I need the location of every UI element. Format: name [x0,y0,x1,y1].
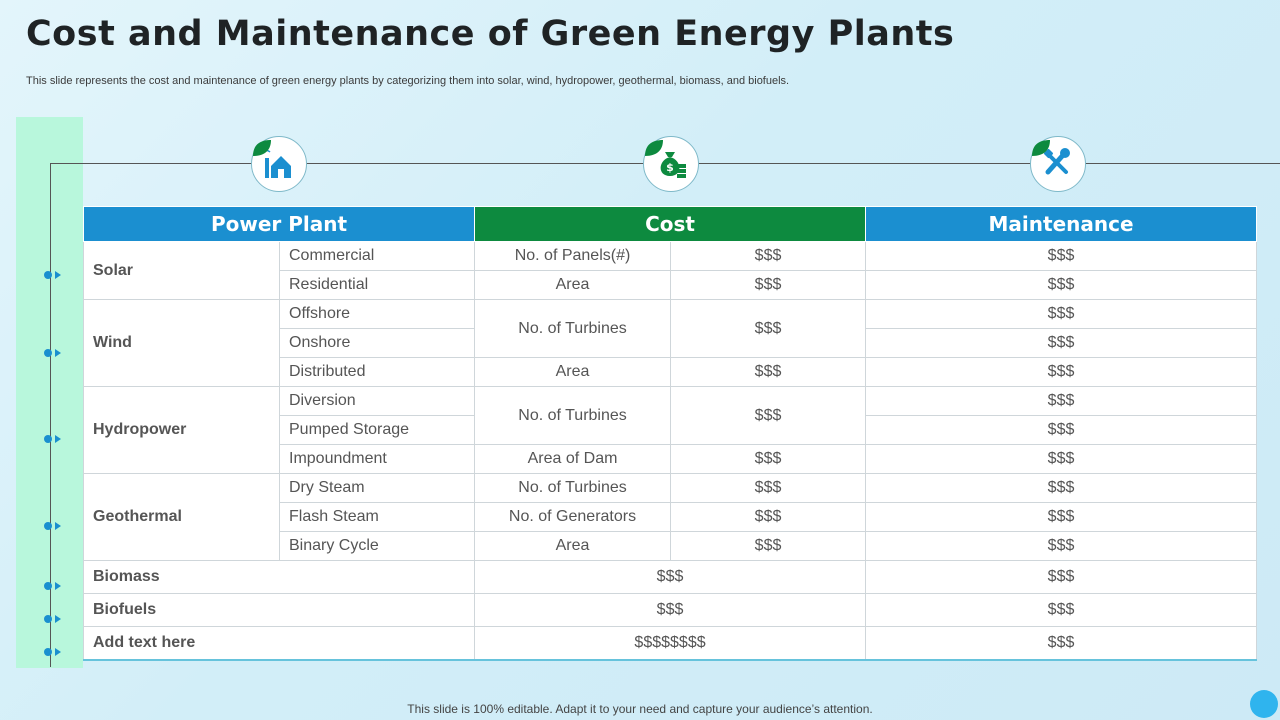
header-cost: Cost [474,206,867,242]
plant-type: Distributed [278,357,476,387]
money-bag-icon: $ [643,136,699,192]
plant-type: Diversion [278,386,476,416]
cost-maintenance-table: Power Plant Cost Maintenance Solar Comme… [82,206,1258,661]
plant-type: Pumped Storage [278,415,476,445]
table-row: Add text here $$$$$$$$ $$$ [82,626,1258,661]
maintenance-value: $$$ [865,299,1258,329]
plant-name-hydropower: Hydropower [83,386,280,474]
plant-name-biomass: Biomass [82,560,476,594]
maintenance-value: $$$ [865,270,1258,300]
row-marker-hydropower [44,434,62,444]
plant-name-biofuels: Biofuels [82,593,476,627]
plant-type: Onshore [278,328,476,358]
cost-value: $$$$$$$$ [474,626,867,661]
cost-value: $$$ [670,299,867,358]
table-row: Pumped Storage $$$ [84,415,1258,445]
cost-label: Area [474,270,672,300]
table-row: Impoundment Area of Dam $$$ $$$ [84,444,1258,474]
cost-label: No. of Generators [474,502,672,532]
cost-value: $$$ [670,502,867,532]
table-row: Binary Cycle Area $$$ $$$ [84,531,1258,561]
footer-note: This slide is 100% editable. Adapt it to… [407,702,873,716]
factory-home-icon [251,136,307,192]
table-row: Geothermal Dry Steam No. of Turbines $$$… [83,473,1258,561]
svg-text:$: $ [666,161,674,174]
cost-value: $$$ [670,386,867,445]
maintenance-value: $$$ [865,444,1258,474]
plant-type: Commercial [278,241,476,271]
plant-type: Binary Cycle [278,531,476,561]
table-row: Hydropower Diversion No. of Turbines $$$… [83,386,1258,474]
plant-type: Impoundment [278,444,476,474]
maintenance-value: $$$ [865,415,1258,445]
cost-value: $$$ [474,593,867,627]
maintenance-value: $$$ [865,473,1258,503]
timeline-vertical-line [50,163,51,667]
maintenance-value: $$$ [865,502,1258,532]
table-row: Wind Offshore No. of Turbines $$$ $$$ [83,299,1258,387]
table-row: Biofuels $$$ $$$ [82,593,1258,627]
cost-value: $$$ [670,241,867,271]
cost-label: Area of Dam [474,444,672,474]
row-marker-extra [44,647,62,657]
tools-icon [1030,136,1086,192]
cost-value: $$$ [670,270,867,300]
plant-type: Residential [278,270,476,300]
maintenance-value: $$$ [865,560,1258,594]
plant-name-extra: Add text here [82,626,476,661]
cost-value: $$$ [474,560,867,594]
row-marker-biomass [44,581,62,591]
maintenance-value: $$$ [865,328,1258,358]
maintenance-value: $$$ [865,386,1258,416]
table-row: Onshore $$$ [84,328,1258,358]
row-marker-solar [44,270,62,280]
table-header-row: Power Plant Cost Maintenance [82,206,1258,242]
maintenance-value: $$$ [865,531,1258,561]
cost-value: $$$ [670,473,867,503]
row-marker-geothermal [44,521,62,531]
page-subtitle: This slide represents the cost and maint… [26,75,790,87]
cost-label: No. of Turbines [474,386,672,445]
plant-name-geothermal: Geothermal [83,473,280,561]
page-title: Cost and Maintenance of Green Energy Pla… [26,14,955,54]
cost-value: $$$ [670,444,867,474]
maintenance-value: $$$ [865,241,1258,271]
row-marker-wind [44,348,62,358]
corner-decoration [1250,690,1278,718]
row-marker-biofuels [44,614,62,624]
plant-type: Flash Steam [278,502,476,532]
maintenance-value: $$$ [865,593,1258,627]
cost-label: No. of Panels(#) [474,241,672,271]
cost-label: No. of Turbines [474,299,672,358]
cost-label: No. of Turbines [474,473,672,503]
plant-type: Offshore [278,299,476,329]
cost-label: Area [474,357,672,387]
cost-value: $$$ [670,531,867,561]
cost-label: Area [474,531,672,561]
maintenance-value: $$$ [865,626,1258,661]
cost-value: $$$ [670,357,867,387]
table-row: Biomass $$$ $$$ [82,560,1258,594]
plant-name-wind: Wind [83,299,280,387]
header-maintenance: Maintenance [865,206,1258,242]
maintenance-value: $$$ [865,357,1258,387]
table-row: Distributed Area $$$ $$$ [84,357,1258,387]
header-power-plant: Power Plant [82,206,476,242]
green-side-band [16,117,83,668]
plant-type: Dry Steam [278,473,476,503]
table-row: Area $$$ [84,270,1257,300]
plant-name-solar: Solar [83,241,280,300]
